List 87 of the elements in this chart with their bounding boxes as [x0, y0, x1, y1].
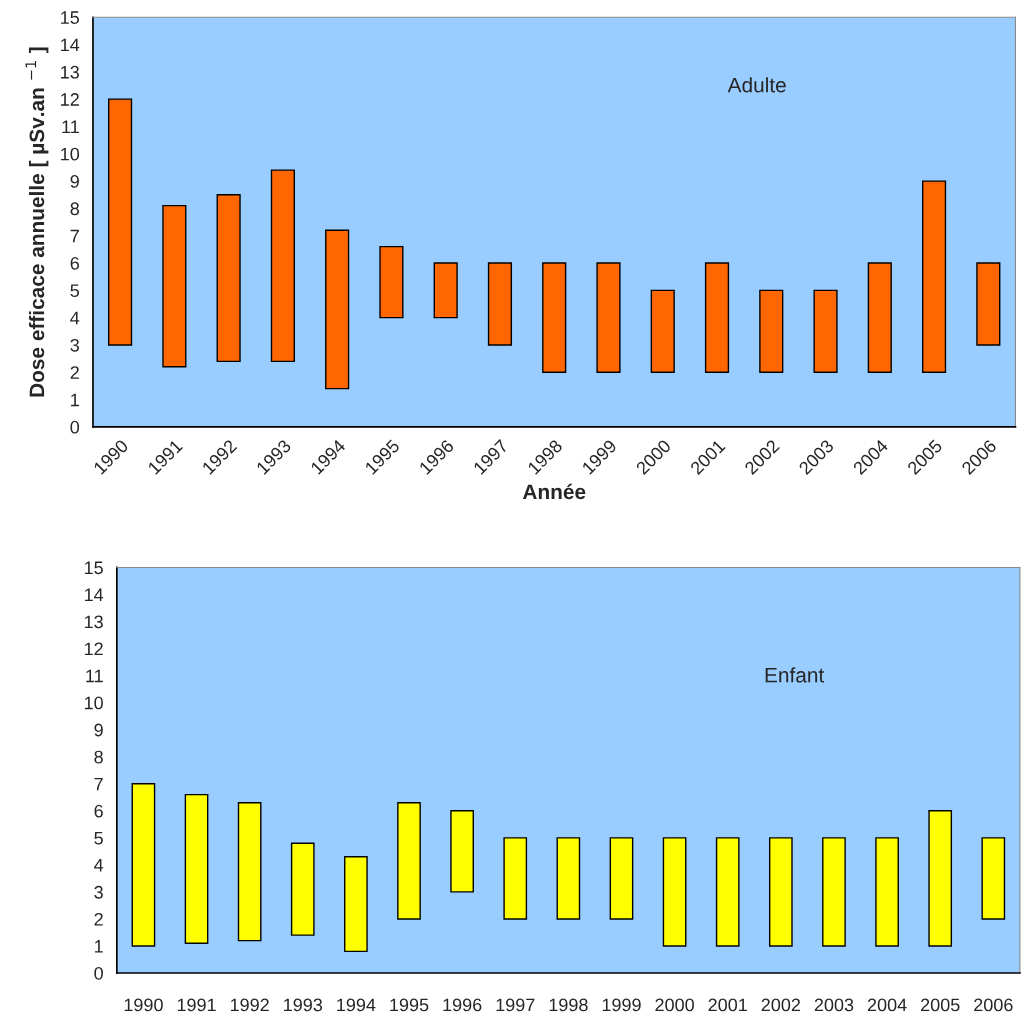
x-tick-label: 1991 — [177, 998, 216, 1012]
x-tick-label: 1996 — [443, 998, 482, 1012]
bar — [131, 783, 156, 947]
y-tick-label: 3 — [94, 885, 103, 899]
y-tick-label: 8 — [94, 750, 103, 764]
bar — [609, 837, 634, 920]
bar — [487, 262, 513, 346]
x-tick-label: 1995 — [390, 998, 429, 1012]
bar — [108, 98, 133, 346]
y-tick-label: 11 — [62, 120, 79, 134]
y-tick-label: 10 — [61, 147, 80, 161]
bar — [768, 837, 793, 947]
y-tick-label: 13 — [84, 615, 103, 629]
y-tick-label: 12 — [61, 93, 79, 106]
x-tick-label: 2000 — [655, 998, 694, 1012]
y-tick-label: 1 — [71, 393, 79, 407]
x-tick-label: 1993 — [284, 998, 323, 1012]
bar — [542, 262, 567, 373]
y-tick-label: 2 — [70, 366, 79, 379]
bar — [867, 262, 892, 373]
bar — [662, 837, 687, 947]
x-tick-label: 1992 — [230, 998, 269, 1012]
y-tick-label: 0 — [94, 966, 103, 980]
bar — [237, 801, 262, 942]
y-tick-label: 7 — [70, 229, 79, 243]
bar — [450, 810, 474, 893]
y-tick-label: 2 — [94, 912, 103, 926]
y-tick-label: 9 — [70, 175, 79, 188]
y-tick-label: 8 — [70, 202, 79, 216]
y-tick-label: 0 — [70, 420, 80, 434]
x-tick-label: 1994 — [337, 998, 376, 1012]
y-tick-label: 10 — [84, 696, 103, 710]
y-tick-label: 9 — [94, 723, 103, 737]
bar — [976, 262, 1001, 346]
bar — [344, 856, 368, 953]
text: Enfant — [765, 667, 825, 683]
bar — [813, 289, 838, 373]
x-tick-label: 2004 — [867, 998, 907, 1012]
bar — [556, 837, 581, 920]
bar — [596, 262, 621, 373]
x-tick-label: 1998 — [549, 998, 588, 1012]
y-tick-label: 12 — [84, 642, 103, 656]
bar — [650, 289, 675, 373]
y-tick-label: 3 — [70, 338, 79, 352]
y-tick-label: 5 — [94, 831, 103, 845]
bar — [928, 810, 953, 947]
text: Adulte — [727, 77, 786, 93]
y-tick-label: 15 — [84, 561, 103, 575]
bar — [981, 837, 1006, 920]
y-tick-label: 5 — [70, 284, 80, 298]
x-tick-label: 2002 — [761, 998, 801, 1012]
y-tick-label: 4 — [94, 859, 104, 872]
y-tick-label: 15 — [61, 11, 80, 24]
x-tick-label: 2006 — [974, 998, 1013, 1012]
bar — [921, 180, 947, 373]
bar — [715, 837, 740, 947]
bar — [704, 262, 730, 373]
bar — [433, 262, 458, 319]
x-axis-title: Année — [522, 483, 586, 500]
y-axis-title: Dose efficace annuelle [ µSv.an $^{−1}$ ] — [25, 47, 49, 397]
y-tick-label: 7 — [94, 777, 103, 791]
bar — [397, 801, 421, 920]
bar — [162, 204, 187, 368]
bar — [875, 837, 899, 947]
bar — [270, 169, 295, 363]
y-tick-label: 4 — [70, 311, 80, 325]
x-tick-label: 2005 — [921, 998, 960, 1012]
x-tick-label: 2003 — [814, 998, 854, 1012]
bar — [184, 793, 209, 944]
bar — [759, 289, 784, 373]
bar — [290, 842, 315, 936]
bar — [503, 837, 528, 920]
y-tick-label: 14 — [84, 588, 104, 602]
x-tick-label: 1990 — [124, 998, 163, 1012]
y-tick-label: 6 — [70, 256, 79, 270]
bar — [325, 229, 350, 390]
x-tick-label: 1997 — [496, 998, 535, 1012]
x-tick-label: 2001 — [708, 998, 747, 1012]
bar — [379, 245, 404, 319]
y-tick-label: 1 — [94, 940, 103, 953]
y-tick-label: 14 — [61, 38, 80, 52]
bar — [822, 837, 846, 947]
bar — [216, 194, 241, 363]
y-tick-label: 11 — [86, 669, 103, 683]
y-tick-label: 13 — [61, 65, 79, 79]
x-tick-label: 1999 — [602, 998, 641, 1012]
y-tick-label: 6 — [94, 804, 103, 818]
